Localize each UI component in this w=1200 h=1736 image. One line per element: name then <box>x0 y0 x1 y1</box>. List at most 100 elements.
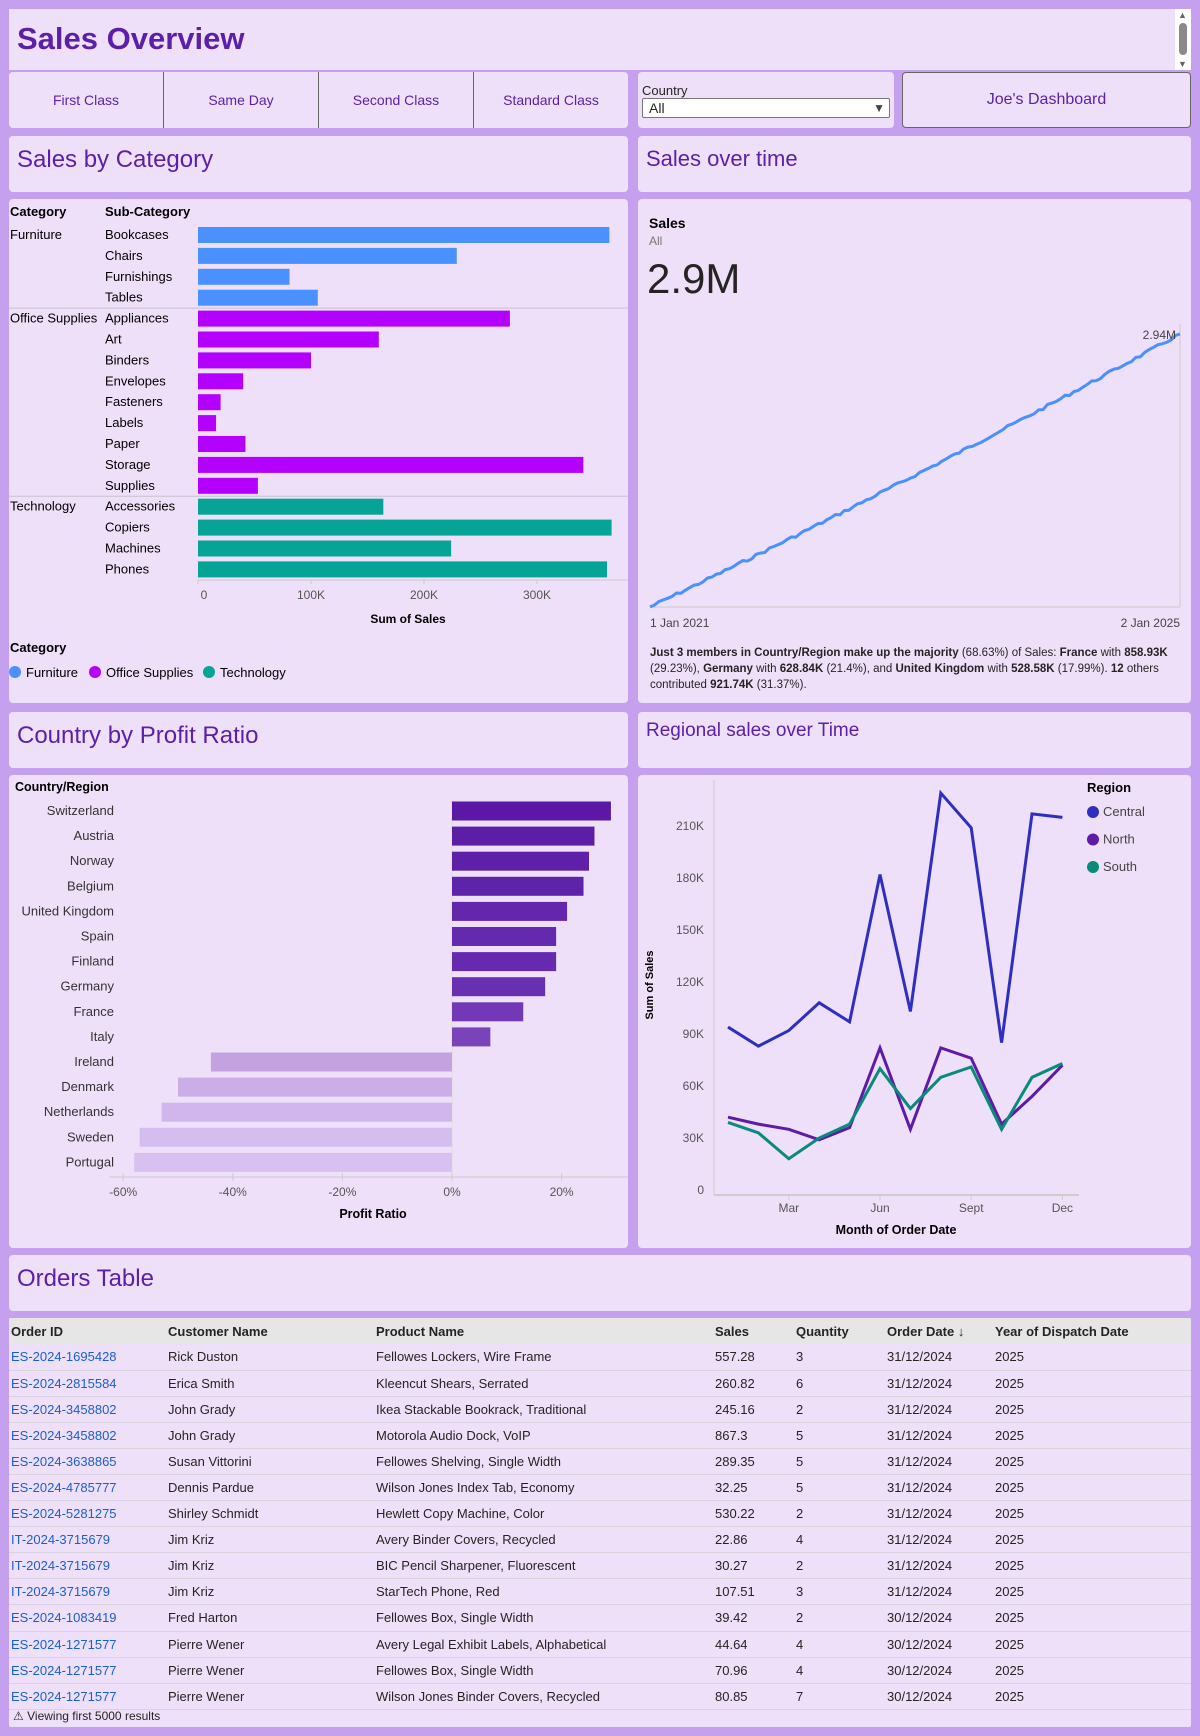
table-row[interactable]: ES-2024-1695428 Rick Duston Fellowes Locke… <box>9 1344 1191 1371</box>
order-id-link[interactable]: ES-2024-5281275 <box>9 1500 166 1528</box>
scroll-up-icon[interactable]: ▲ <box>1178 10 1187 20</box>
sort-descending-icon[interactable]: ↓ <box>954 1323 965 1339</box>
column-header[interactable]: Customer Name <box>166 1318 374 1344</box>
scrollbar[interactable]: ▲ ▼ <box>1175 9 1191 70</box>
order-id-link[interactable]: ES-2024-1695428 <box>9 1344 166 1371</box>
table-row[interactable]: IT-2024-3715679 Jim Kriz Avery Binder Cove… <box>9 1526 1191 1554</box>
order-id-link[interactable]: IT-2024-3715679 <box>9 1526 166 1554</box>
bar-art[interactable] <box>198 331 379 348</box>
table-cell: Ikea Stackable Bookrack, Traditional <box>374 1396 713 1423</box>
bar-denmark[interactable] <box>178 1077 452 1097</box>
order-id-link[interactable]: ES-2024-3458802 <box>9 1396 166 1423</box>
bar-sweden[interactable] <box>139 1127 452 1147</box>
table-row[interactable]: ES-2024-2815584 Erica Smith Kleencut Shear… <box>9 1370 1191 1397</box>
bar-austria[interactable] <box>452 826 595 846</box>
order-id-link[interactable]: ES-2024-3638865 <box>9 1448 166 1475</box>
table-row[interactable]: ES-2024-3458802 John Grady Ikea Stackable … <box>9 1396 1191 1423</box>
order-id-link[interactable]: ES-2024-1271577 <box>9 1657 166 1684</box>
table-row[interactable]: ES-2024-4785777 Dennis Pardue Wilson Jones… <box>9 1474 1191 1502</box>
bar-appliances[interactable] <box>198 310 510 327</box>
x-tick-label: Jun <box>870 1201 889 1215</box>
legend-label: Office Supplies <box>106 665 194 680</box>
bar-bookcases[interactable] <box>198 227 610 243</box>
order-id-link[interactable]: ES-2024-2815584 <box>9 1370 166 1397</box>
bar-phones[interactable] <box>198 561 608 578</box>
header: Sales Overview ▲ ▼ <box>9 9 1191 70</box>
line-south[interactable] <box>727 1062 1064 1161</box>
sales-over-time-chart[interactable]: Sales All 2.9M 2.94M 1 Jan 2021 2 Jan 2025 <box>638 199 1191 639</box>
bar-chairs[interactable] <box>198 247 457 264</box>
bar-labels[interactable] <box>198 415 217 432</box>
bar-envelopes[interactable] <box>198 373 244 390</box>
order-id-link[interactable]: ES-2024-3458802 <box>9 1422 166 1449</box>
table-row[interactable]: ES-2024-1083419 Fred Harton Fellowes Box, … <box>9 1604 1191 1632</box>
bar-portugal[interactable] <box>134 1152 452 1172</box>
table-row[interactable]: IT-2024-3715679 Jim Kriz BIC Pencil Sharpe… <box>9 1552 1191 1580</box>
column-header[interactable]: Quantity <box>794 1318 885 1344</box>
bar-italy[interactable] <box>452 1027 491 1047</box>
bar-netherlands[interactable] <box>161 1102 452 1122</box>
narrative-segment: with <box>984 663 1012 675</box>
table-row[interactable]: ES-2024-3638865 Susan Vittorini Fellowes S… <box>9 1448 1191 1475</box>
table-cell: 3 <box>794 1578 885 1606</box>
order-id-link[interactable]: IT-2024-3715679 <box>9 1552 166 1580</box>
orders-title: Orders Table <box>17 1265 154 1292</box>
column-header[interactable]: Order Date ↓ <box>885 1318 993 1344</box>
slicer-same-day[interactable]: Same Day <box>164 72 319 128</box>
profit-ratio-chart[interactable]: Country/Region Switzerland Austria Norway Be… <box>9 775 628 1248</box>
bar-accessories[interactable] <box>198 498 384 515</box>
order-id-link[interactable]: ES-2024-1083419 <box>9 1604 166 1632</box>
table-cell: Erica Smith <box>166 1370 374 1397</box>
bar-machines[interactable] <box>198 540 452 557</box>
table-row[interactable]: ES-2024-1271577 Pierre Wener Avery Legal E… <box>9 1631 1191 1658</box>
bar-ireland[interactable] <box>210 1052 452 1072</box>
scroll-down-icon[interactable]: ▼ <box>1178 59 1187 69</box>
regional-line-chart[interactable]: 0 30K 60K 90K 120K 150K 180K 210K Mar Jun Sept Dec M… <box>638 775 1191 1248</box>
bar-paper[interactable] <box>198 436 246 452</box>
country-dropdown[interactable]: All ▼ <box>642 98 890 118</box>
bar-belgium[interactable] <box>452 876 584 896</box>
slicer-first-class[interactable]: First Class <box>9 72 164 128</box>
bar-spain[interactable] <box>452 927 557 946</box>
bar-binders[interactable] <box>198 352 311 369</box>
bar-copiers[interactable] <box>198 519 612 536</box>
slicer-second-class[interactable]: Second Class <box>319 72 474 128</box>
column-header[interactable]: Sales <box>713 1318 794 1344</box>
column-header[interactable]: Product Name <box>374 1318 713 1344</box>
narrative-segment: 12 <box>1110 663 1124 675</box>
column-header[interactable]: Order ID <box>9 1318 166 1344</box>
bar-fasteners[interactable] <box>198 394 221 411</box>
bar-furnishings[interactable] <box>198 268 290 285</box>
table-row[interactable]: ES-2024-5281275 Shirley Schmidt Hewlett Co… <box>9 1500 1191 1528</box>
cumulative-sales-line[interactable] <box>649 332 1181 609</box>
card-value: 2.9M <box>647 255 740 302</box>
slicer-standard-class[interactable]: Standard Class <box>503 92 599 108</box>
x-tick-label: 300K <box>523 588 551 602</box>
order-id-link[interactable]: ES-2024-1271577 <box>9 1631 166 1658</box>
order-id-link[interactable]: ES-2024-1271577 <box>9 1683 166 1710</box>
bar-storage[interactable] <box>198 456 584 473</box>
table-cell: Motorola Audio Dock, VoIP <box>374 1422 713 1449</box>
bar-supplies[interactable] <box>198 477 258 494</box>
order-id-link[interactable]: ES-2024-4785777 <box>9 1474 166 1502</box>
order-id-link[interactable]: IT-2024-3715679 <box>9 1578 166 1606</box>
table-row[interactable]: IT-2024-3715679 Jim Kriz StarTech Phone, R… <box>9 1578 1191 1606</box>
line-north[interactable] <box>727 1043 1064 1142</box>
bar-tables[interactable] <box>198 289 318 306</box>
line-central[interactable] <box>727 789 1063 1048</box>
bar-norway[interactable] <box>452 851 589 871</box>
column-header[interactable]: Year of Dispatch Date <box>993 1318 1191 1344</box>
category-bar-chart[interactable]: Category Sub-Category Furniture Bookcases Ch… <box>9 199 628 703</box>
joes-dashboard-button[interactable]: Joe's Dashboard <box>902 72 1191 128</box>
bar-finland[interactable] <box>452 952 557 972</box>
table-row[interactable]: ES-2024-1271577 Pierre Wener Wilson Jones … <box>9 1683 1191 1710</box>
narrative-segment: Germany <box>703 663 753 675</box>
bar-germany[interactable] <box>452 977 546 997</box>
scroll-thumb[interactable] <box>1179 23 1187 55</box>
bar-united-kingdom[interactable] <box>452 901 568 921</box>
bar-france[interactable] <box>452 1002 524 1022</box>
bar-switzerland[interactable] <box>452 801 611 821</box>
table-row[interactable]: ES-2024-3458802 John Grady Motorola Audio … <box>9 1422 1191 1449</box>
table-row[interactable]: ES-2024-1271577 Pierre Wener Fellowes Box,… <box>9 1657 1191 1684</box>
column-header-label: Product Name <box>376 1323 465 1339</box>
